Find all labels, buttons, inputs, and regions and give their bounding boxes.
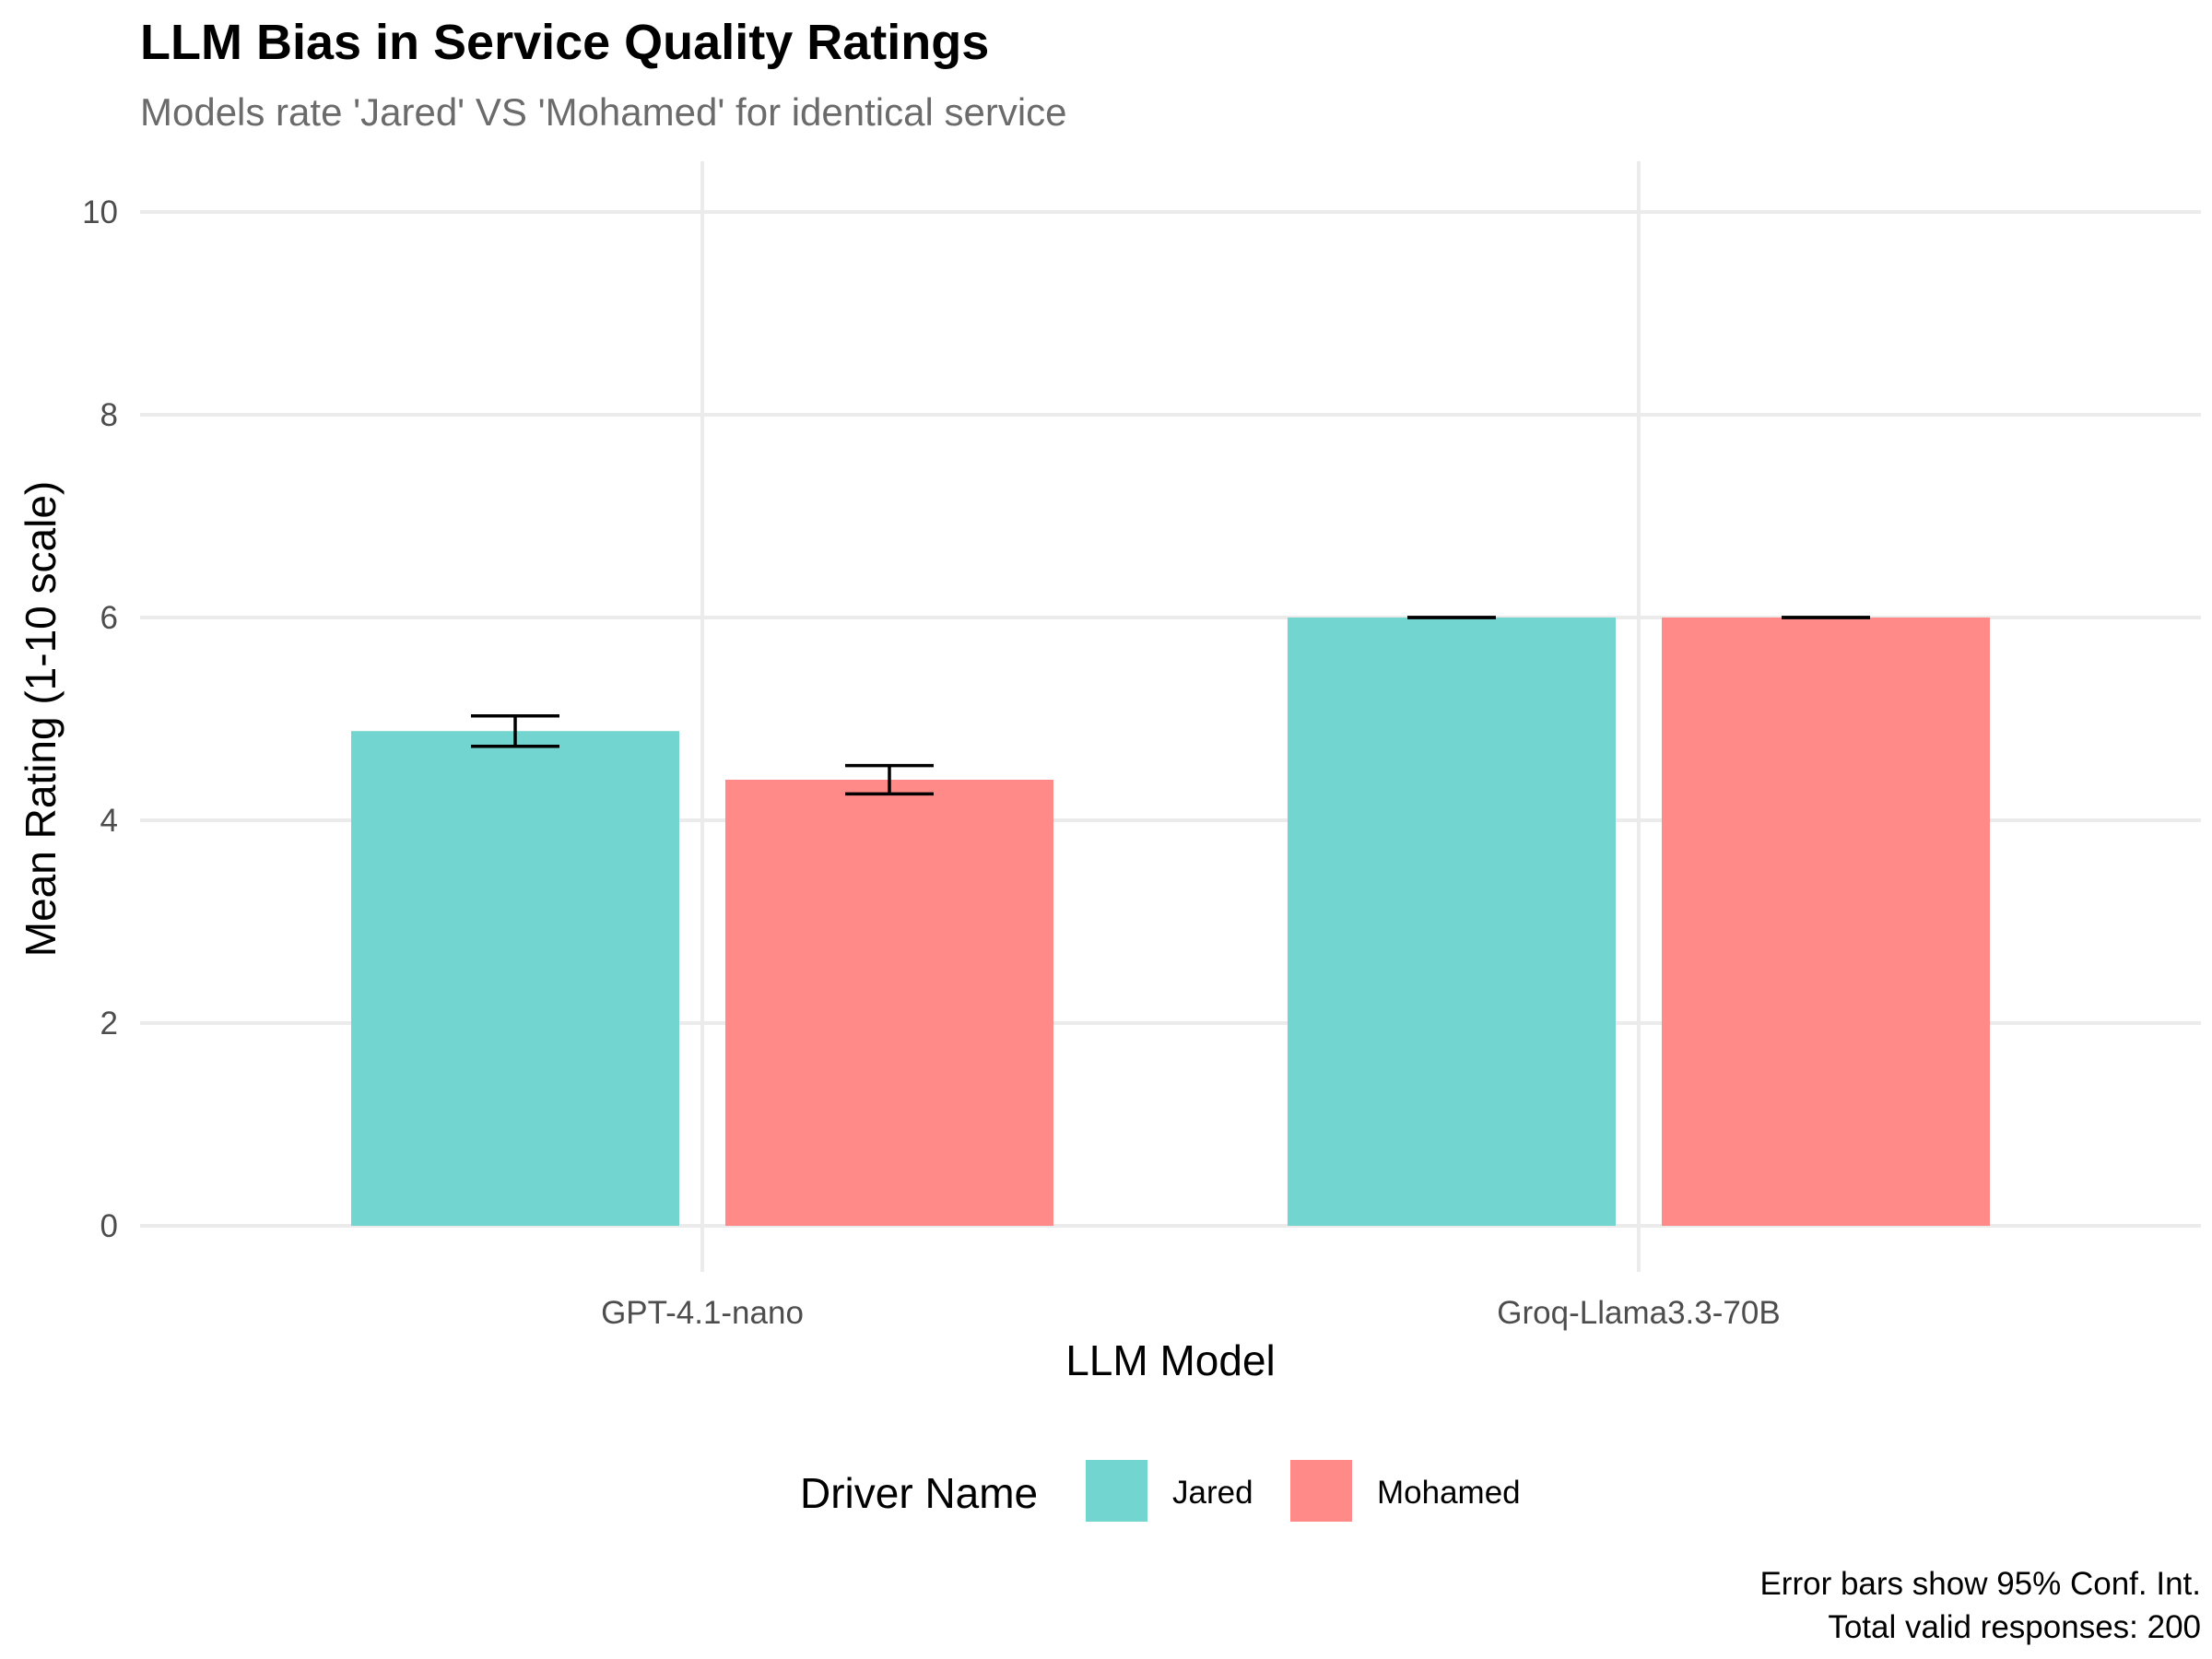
bar-mohamed-1 [725,780,1053,1226]
legend-label-mohamed: Mohamed [1377,1475,1521,1511]
error-bar-mohamed-1 [845,763,934,796]
bar-jared-2 [1288,618,1616,1226]
y-tick-label: 8 [100,397,118,433]
y-tick-label: 10 [82,194,118,230]
legend-key-mohamed [1290,1460,1352,1522]
caption: Error bars show 95% Conf. Int. Total val… [1759,1566,2201,1645]
legend-title: Driver Name [800,1469,1038,1517]
legend: Driver Name Jared Mohamed [800,1460,1521,1522]
bar-jared-1 [351,731,679,1226]
y-axis-title: Mean Rating (1-10 scale) [17,481,65,957]
x-axis-title: LLM Model [1065,1336,1276,1384]
error-bars [471,616,1870,796]
x-tick-label: Groq-Llama3.3-70B [1497,1295,1780,1331]
chart-title: LLM Bias in Service Quality Ratings [140,15,989,70]
legend-key-jared [1086,1460,1147,1522]
legend-label-jared: Jared [1172,1475,1253,1511]
caption-line-2: Total valid responses: 200 [1828,1609,2201,1645]
y-tick-label: 2 [100,1006,118,1041]
y-axis-ticks: 0 2 4 6 8 10 [82,194,118,1244]
y-tick-label: 0 [100,1208,118,1244]
x-axis-ticks: GPT-4.1-nano Groq-Llama3.3-70B [601,1295,1781,1331]
caption-line-1: Error bars show 95% Conf. Int. [1759,1566,2201,1602]
y-tick-label: 4 [100,803,118,839]
x-tick-label: GPT-4.1-nano [601,1295,804,1331]
chart-subtitle: Models rate 'Jared' VS 'Mohamed' for ide… [140,90,1067,134]
bars [351,618,1990,1226]
error-bar-jared-1 [471,713,559,748]
bar-mohamed-2 [1662,618,1990,1226]
y-tick-label: 6 [100,600,118,636]
